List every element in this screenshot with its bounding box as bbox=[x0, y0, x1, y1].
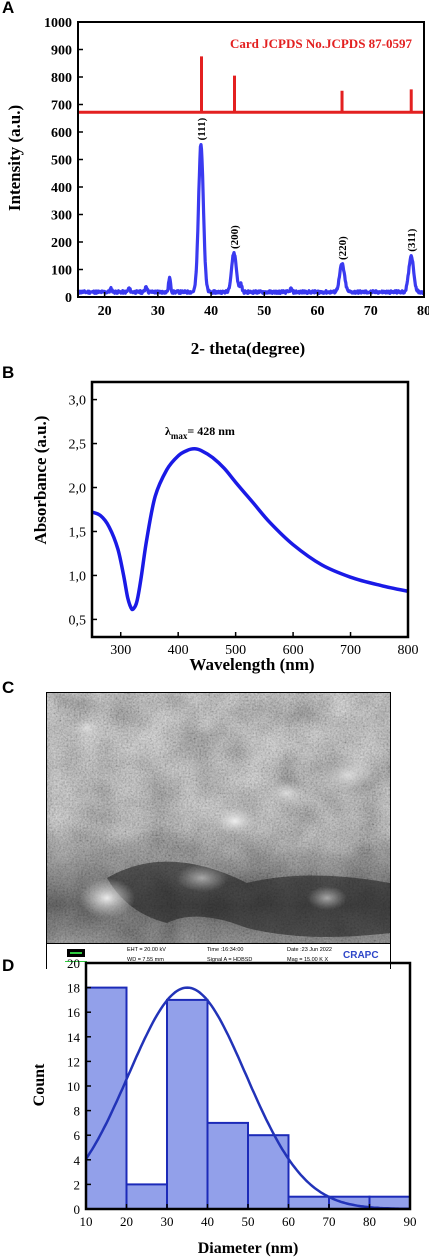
x-tick-label: 700 bbox=[340, 643, 361, 658]
y-tick-label: 2,5 bbox=[69, 438, 87, 453]
y-axis-title: Count bbox=[31, 1063, 48, 1106]
panel-label-d: D bbox=[2, 956, 15, 975]
sem-mag: Mag = 15.00 K X bbox=[287, 957, 329, 963]
y-tick-label: 16 bbox=[67, 1005, 81, 1020]
x-tick-label: 30 bbox=[151, 304, 165, 319]
sem-eht: EHT = 20.00 kV bbox=[127, 947, 166, 953]
xrd-chart: (111)(200) (220) (311) 20 30 40 50 60 70 8001002… bbox=[5, 16, 429, 358]
absorbance-line bbox=[91, 447, 409, 612]
peak-label-2: (220) bbox=[337, 236, 349, 260]
histogram-bar-2 bbox=[166, 998, 209, 1211]
x-tick-label: 60 bbox=[282, 1214, 295, 1229]
y-tick-label: 0 bbox=[74, 1202, 81, 1217]
y-tick-label: 10 bbox=[67, 1079, 80, 1094]
lambda-symbol: λ bbox=[165, 424, 171, 438]
y-tick-label: 600 bbox=[51, 126, 72, 141]
y-tick-label: 6 bbox=[74, 1128, 81, 1143]
histogram-bar-0 bbox=[85, 986, 128, 1210]
xrd-line bbox=[76, 143, 426, 295]
y-tick-label: 14 bbox=[67, 1030, 81, 1045]
y-tick-label: 100 bbox=[51, 264, 72, 279]
x-tick-label: 60 bbox=[311, 304, 325, 319]
y-tick-label: 0,5 bbox=[69, 613, 87, 628]
y-tick-label: 4 bbox=[74, 1153, 81, 1168]
y-tick-label: 1,5 bbox=[69, 525, 87, 540]
x-tick-label: 90 bbox=[404, 1214, 417, 1229]
y-tick-label: 2,0 bbox=[69, 482, 87, 497]
x-tick-label: 400 bbox=[168, 643, 189, 658]
histogram-bar-4 bbox=[247, 1134, 290, 1210]
y-tick-label: 12 bbox=[67, 1054, 80, 1069]
scale-bar-icon bbox=[67, 949, 85, 957]
sem-image-panel: EHT = 20.00 kV WD = 7.55 mm Time :16:34:… bbox=[46, 692, 391, 969]
x-tick-label: 80 bbox=[363, 1214, 376, 1229]
x-tick-label: 70 bbox=[364, 304, 378, 319]
histogram-bar-1 bbox=[125, 1183, 168, 1210]
size-distribution-histogram: 10 20 30 40 50 60 70 80 90 0 2 4 6 8 10 12 14 16 18 20 Diam… bbox=[31, 959, 417, 1257]
x-tick-label: 40 bbox=[204, 304, 218, 319]
scale-bar-line bbox=[65, 961, 87, 962]
y-axis-title: Intensity (a.u.) bbox=[5, 105, 24, 211]
x-tick-label: 80 bbox=[417, 304, 429, 319]
histogram-bar-5 bbox=[287, 1195, 330, 1210]
y-tick-label: 700 bbox=[51, 99, 72, 114]
x-tick-label: 800 bbox=[398, 643, 419, 658]
y-tick-label: 1,0 bbox=[69, 569, 87, 584]
x-tick-label: 300 bbox=[110, 643, 131, 658]
y-tick-label: 500 bbox=[51, 154, 72, 169]
sem-micrograph bbox=[47, 693, 390, 943]
y-tick-label: 3,0 bbox=[69, 394, 87, 409]
sem-info-bar: EHT = 20.00 kV WD = 7.55 mm Time :16:34:… bbox=[47, 943, 390, 969]
y-tick-label: 800 bbox=[51, 71, 72, 86]
uv-vis-chart: 300 400 500 600 700 800 0,5 1,0 1,5 2,0 2,5 3,0 λma… bbox=[31, 380, 419, 674]
x-tick-label: 500 bbox=[225, 643, 246, 658]
x-tick-label: 70 bbox=[323, 1214, 336, 1229]
panel-label-a: A bbox=[2, 0, 15, 17]
y-axis-title: Absorbance (a.u.) bbox=[31, 416, 50, 545]
y-tick-label: 2 bbox=[74, 1177, 81, 1192]
y-tick-label: 18 bbox=[67, 981, 80, 996]
reference-card-label: Card JCPDS No.JCPDS 87-0597 bbox=[230, 36, 413, 51]
lambda-subscript: max bbox=[171, 431, 188, 441]
peak-label-3: (311) bbox=[406, 228, 418, 252]
y-tick-label: 0 bbox=[65, 291, 72, 306]
x-tick-label: 20 bbox=[98, 304, 112, 319]
x-axis-title: 2- theta(degree) bbox=[191, 339, 305, 358]
x-tick-label: 50 bbox=[242, 1214, 255, 1229]
x-tick-label: 30 bbox=[161, 1214, 174, 1229]
x-tick-label: 10 bbox=[80, 1214, 93, 1229]
x-tick-label: 50 bbox=[257, 304, 271, 319]
sem-wd: WD = 7.55 mm bbox=[127, 957, 164, 963]
y-tick-label: 900 bbox=[51, 44, 72, 59]
y-tick-label: 400 bbox=[51, 181, 72, 196]
lambda-value: = 428 nm bbox=[187, 424, 235, 438]
crapc-logo: CRAPC bbox=[343, 950, 379, 961]
gaussian-fit-line bbox=[84, 986, 410, 1211]
peak-label-1: (200) bbox=[229, 225, 241, 249]
histogram-bar-3 bbox=[206, 1121, 249, 1210]
panel-label-b: B bbox=[2, 363, 15, 382]
plot-frame bbox=[77, 21, 425, 298]
y-tick-label: 8 bbox=[74, 1104, 81, 1119]
y-tick-label: 300 bbox=[51, 209, 72, 224]
sem-time: Time :16:34:00 bbox=[207, 947, 244, 953]
x-tick-label: 600 bbox=[283, 643, 304, 658]
x-axis-title: Wavelength (nm) bbox=[189, 655, 314, 674]
y-tick-label: 1000 bbox=[44, 16, 72, 31]
sem-signal: Signal A = HDBSD bbox=[207, 957, 253, 963]
x-axis-title: Diameter (nm) bbox=[198, 1240, 299, 1257]
y-tick-label: 200 bbox=[51, 236, 72, 251]
x-tick-label: 20 bbox=[120, 1214, 133, 1229]
sem-date: Date :23 Jun 2022 bbox=[287, 947, 332, 953]
x-tick-label: 40 bbox=[201, 1214, 214, 1229]
peak-label-0: (111) bbox=[196, 117, 208, 140]
plot-frame bbox=[90, 380, 410, 639]
y-tick-label: 20 bbox=[67, 959, 80, 971]
panel-label-c: C bbox=[2, 678, 15, 697]
lambda-max-annotation: λmax= 428 nm bbox=[165, 424, 235, 441]
